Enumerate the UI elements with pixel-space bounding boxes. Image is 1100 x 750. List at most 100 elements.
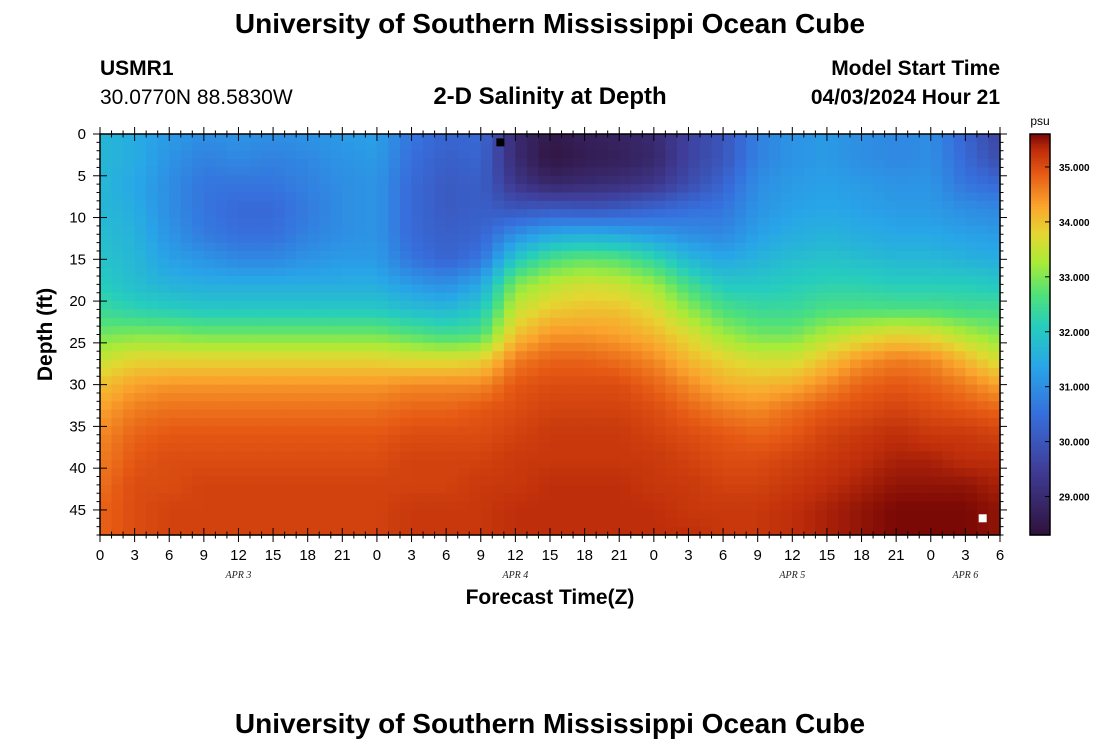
heatmap-cell <box>573 217 586 227</box>
heatmap-cell <box>123 317 136 327</box>
heatmap-cell <box>365 401 378 411</box>
heatmap-cell <box>676 276 690 285</box>
heatmap-cell <box>711 351 724 361</box>
heatmap-cell <box>538 367 551 377</box>
heatmap-cell <box>930 367 943 377</box>
heatmap-cell <box>769 401 782 411</box>
heatmap-cell <box>780 509 793 519</box>
heatmap-cell <box>930 501 943 511</box>
heatmap-cell <box>573 142 586 152</box>
heatmap-cell <box>665 418 678 427</box>
heatmap-cell <box>273 317 286 327</box>
heatmap-cell <box>134 167 147 177</box>
x-tick-label: 18 <box>853 547 870 564</box>
heatmap-cell <box>307 292 320 302</box>
heatmap-cell <box>746 434 759 444</box>
heatmap-cell <box>596 209 609 219</box>
heatmap-cell <box>434 301 447 311</box>
heatmap-cell <box>873 184 886 194</box>
heatmap-cell <box>826 493 840 503</box>
heatmap-cell <box>273 493 286 503</box>
heatmap-cell <box>976 225 990 235</box>
heatmap-cell <box>123 376 136 386</box>
heatmap-cell <box>792 409 805 419</box>
heatmap-cell <box>480 192 493 202</box>
heatmap-cell <box>330 418 343 427</box>
heatmap-cell <box>469 225 482 235</box>
heatmap-cell <box>976 159 990 169</box>
heatmap-cell <box>676 242 690 252</box>
heatmap-cell <box>169 217 182 227</box>
heatmap-cell <box>400 376 413 386</box>
heatmap-cell <box>838 142 851 152</box>
heatmap-cell <box>665 217 678 227</box>
heatmap-cell <box>942 334 955 344</box>
heatmap-cell <box>215 250 228 260</box>
heatmap-cell <box>919 418 932 427</box>
heatmap-cell <box>850 326 863 336</box>
heatmap-cell <box>111 167 124 177</box>
heatmap-cell <box>988 501 1001 511</box>
heatmap-cell <box>492 159 505 169</box>
heatmap-cell <box>134 376 147 386</box>
heatmap-cell <box>250 317 263 327</box>
heatmap-cell <box>700 309 713 319</box>
heatmap-cell <box>400 209 413 219</box>
heatmap-cell <box>411 209 424 219</box>
heatmap-cell <box>780 451 793 461</box>
heatmap-cell <box>896 150 909 160</box>
colorbar-segment <box>1030 266 1050 270</box>
heatmap-cell <box>538 292 551 302</box>
heatmap-cell <box>192 476 205 486</box>
heatmap-cell <box>953 192 966 202</box>
heatmap-cell <box>192 418 205 427</box>
heatmap-cell <box>573 384 586 394</box>
heatmap-cell <box>780 309 793 319</box>
heatmap-cell <box>111 476 124 486</box>
colorbar-segment <box>1030 382 1050 386</box>
heatmap-cell <box>976 493 990 503</box>
heatmap-cell <box>365 342 378 352</box>
heatmap-cell <box>723 301 736 311</box>
heatmap-cell <box>238 426 251 436</box>
heatmap-cell <box>503 284 516 294</box>
heatmap-cell <box>261 309 274 319</box>
heatmap-cell <box>215 443 228 453</box>
heatmap-cell <box>988 468 1001 478</box>
heatmap-cell <box>319 376 332 386</box>
heatmap-cell <box>942 267 955 277</box>
heatmap-cell <box>538 401 551 411</box>
heatmap-cell <box>203 401 216 411</box>
heatmap-cell <box>400 284 413 294</box>
heatmap-cell <box>630 426 643 436</box>
heatmap-cell <box>192 292 205 302</box>
heatmap-cell <box>388 459 401 469</box>
heatmap-cell <box>930 242 943 252</box>
heatmap-cell <box>169 351 182 361</box>
heatmap-cell <box>492 167 505 177</box>
heatmap-cell <box>284 401 297 411</box>
heatmap-cell <box>503 426 516 436</box>
heatmap-cell <box>342 443 355 453</box>
heatmap-cell <box>169 509 182 519</box>
heatmap-cell <box>976 259 990 269</box>
heatmap-cell <box>873 326 886 336</box>
heatmap-cell <box>226 234 240 244</box>
heatmap-cell <box>792 292 805 302</box>
heatmap-cell <box>746 175 759 185</box>
heatmap-cell <box>123 434 136 444</box>
heatmap-cell <box>446 159 459 169</box>
heatmap-cell <box>607 150 620 160</box>
heatmap-cell <box>423 334 436 344</box>
colorbar-segment <box>1030 171 1050 175</box>
heatmap-cell <box>111 259 124 269</box>
heatmap-cell <box>400 150 413 160</box>
heatmap-cell <box>988 392 1001 402</box>
salinity-marker <box>978 514 987 523</box>
heatmap-cell <box>642 225 655 235</box>
heatmap-cell <box>803 418 816 427</box>
colorbar-segment <box>1030 334 1050 338</box>
heatmap-cell <box>653 234 666 244</box>
colorbar-segment <box>1030 449 1050 453</box>
heatmap-cell <box>688 342 701 352</box>
